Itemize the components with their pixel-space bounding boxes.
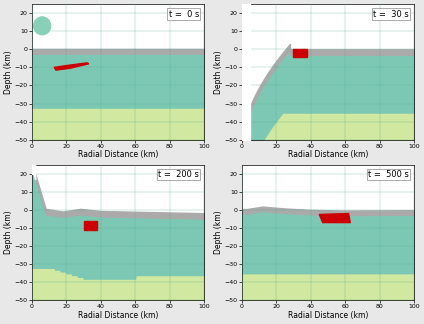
- Y-axis label: Depth (km): Depth (km): [214, 50, 223, 94]
- Text: t =  30 s: t = 30 s: [373, 10, 409, 18]
- Y-axis label: Depth (km): Depth (km): [214, 211, 223, 254]
- Circle shape: [33, 17, 51, 35]
- Text: t =  0 s: t = 0 s: [169, 10, 199, 18]
- Polygon shape: [293, 49, 307, 57]
- X-axis label: Radial Distance (km): Radial Distance (km): [78, 311, 158, 320]
- X-axis label: Radial Distance (km): Radial Distance (km): [288, 150, 368, 159]
- Text: t =  200 s: t = 200 s: [158, 170, 199, 179]
- Polygon shape: [319, 214, 350, 223]
- Polygon shape: [54, 63, 89, 70]
- Y-axis label: Depth (km): Depth (km): [4, 50, 13, 94]
- Text: t =  500 s: t = 500 s: [368, 170, 409, 179]
- X-axis label: Radial Distance (km): Radial Distance (km): [288, 311, 368, 320]
- Polygon shape: [84, 221, 97, 230]
- Y-axis label: Depth (km): Depth (km): [4, 211, 13, 254]
- X-axis label: Radial Distance (km): Radial Distance (km): [78, 150, 158, 159]
